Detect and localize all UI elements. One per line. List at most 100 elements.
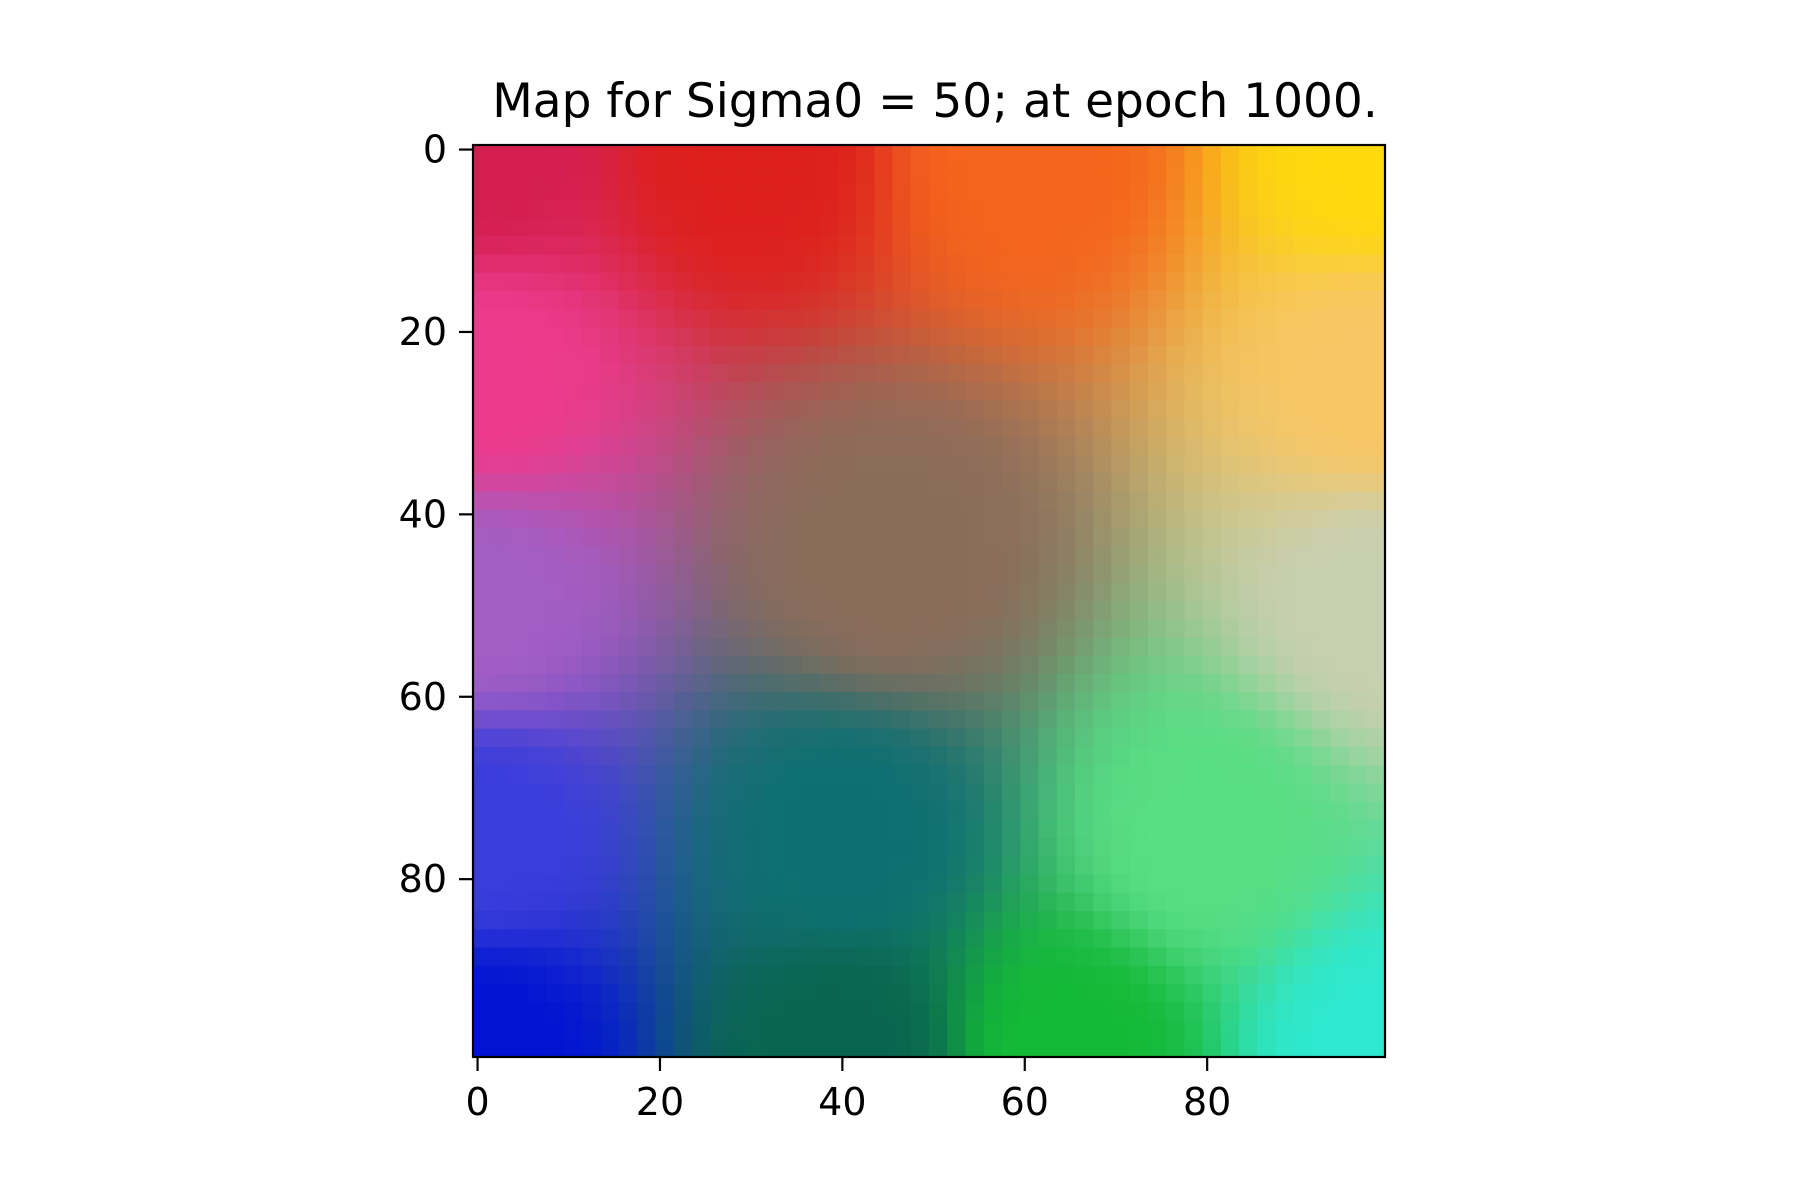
heatmap-cell xyxy=(1074,1038,1094,1058)
heatmap-cell xyxy=(837,327,857,347)
heatmap-cell xyxy=(1220,984,1240,1003)
heatmap-cell xyxy=(1257,163,1277,183)
heatmap-cell xyxy=(1220,145,1240,164)
heatmap-cell xyxy=(1129,856,1149,876)
heatmap-cell xyxy=(509,582,529,602)
heatmap-cell xyxy=(655,509,675,529)
heatmap-cell xyxy=(527,455,547,474)
heatmap-cell xyxy=(1202,473,1222,493)
heatmap-cell xyxy=(509,692,529,712)
heatmap-cell xyxy=(473,601,492,620)
heatmap-cell xyxy=(710,984,729,1003)
heatmap-cell xyxy=(837,692,857,712)
heatmap-cell xyxy=(1312,984,1331,1003)
heatmap-cell xyxy=(1293,673,1313,693)
heatmap-cell xyxy=(1257,363,1277,383)
heatmap-cell xyxy=(856,382,875,401)
heatmap-cell xyxy=(1330,619,1350,639)
heatmap-cell xyxy=(1111,1020,1131,1040)
heatmap-cell xyxy=(473,783,492,803)
heatmap-cell xyxy=(1312,509,1331,529)
heatmap-cell xyxy=(874,272,894,292)
heatmap-cell xyxy=(1184,655,1204,675)
heatmap-cell xyxy=(801,673,821,693)
heatmap-cell xyxy=(856,217,875,237)
heatmap-cell xyxy=(1348,1020,1368,1040)
heatmap-cell xyxy=(564,965,584,985)
heatmap-cell xyxy=(509,272,529,292)
heatmap-cell xyxy=(910,400,930,420)
heatmap-cell xyxy=(582,290,602,310)
heatmap-cell xyxy=(1330,436,1350,456)
heatmap-cell xyxy=(509,309,529,328)
heatmap-cell xyxy=(618,819,638,839)
heatmap-cell xyxy=(691,728,711,748)
heatmap-cell xyxy=(691,947,711,967)
heatmap-cell xyxy=(1312,746,1331,766)
heatmap-cell xyxy=(764,801,784,821)
heatmap-cell xyxy=(1111,382,1131,401)
heatmap-cell xyxy=(874,746,894,766)
heatmap-cell xyxy=(892,564,912,584)
heatmap-cell xyxy=(1074,564,1094,584)
heatmap-cell xyxy=(1239,655,1258,675)
heatmap-cell xyxy=(1038,199,1058,219)
heatmap-cell xyxy=(1038,655,1058,675)
heatmap-cell xyxy=(1129,601,1149,620)
heatmap-cell xyxy=(564,382,584,401)
heatmap-cell xyxy=(673,564,693,584)
heatmap-cell xyxy=(691,819,711,839)
heatmap-cell xyxy=(764,327,784,347)
heatmap-cell xyxy=(1147,509,1167,529)
heatmap-cell xyxy=(910,145,930,164)
heatmap-cell xyxy=(691,673,711,693)
heatmap-cell xyxy=(746,746,766,766)
heatmap-cell xyxy=(1239,1020,1258,1040)
heatmap-cell xyxy=(691,181,711,201)
heatmap-cell xyxy=(1074,619,1094,639)
heatmap-cell xyxy=(965,473,985,493)
heatmap-cell xyxy=(764,290,784,310)
heatmap-cell xyxy=(1111,345,1131,365)
heatmap-cell xyxy=(1220,345,1240,365)
heatmap-cell xyxy=(965,892,985,912)
heatmap-cell xyxy=(892,546,912,566)
heatmap-cell xyxy=(874,236,894,256)
heatmap-cell xyxy=(655,765,675,784)
heatmap-cell xyxy=(1147,874,1167,894)
heatmap-cell xyxy=(983,473,1003,493)
heatmap-cell xyxy=(892,199,912,219)
heatmap-cell xyxy=(1020,892,1040,912)
heatmap-cell xyxy=(856,728,875,748)
heatmap-cell xyxy=(1020,874,1040,894)
heatmap-cell xyxy=(618,728,638,748)
heatmap-cell xyxy=(618,309,638,328)
heatmap-cell xyxy=(1220,655,1240,675)
heatmap-cell xyxy=(1257,819,1277,839)
heatmap-cell xyxy=(710,801,729,821)
heatmap-cell xyxy=(1093,564,1112,584)
heatmap-cell xyxy=(618,746,638,766)
heatmap-cell xyxy=(1202,546,1222,566)
heatmap-cell xyxy=(819,1020,839,1040)
heatmap-cell xyxy=(819,272,839,292)
heatmap-cell xyxy=(1093,1002,1112,1022)
heatmap-cell xyxy=(728,746,748,766)
heatmap-cell xyxy=(819,637,839,657)
heatmap-cell xyxy=(983,564,1003,584)
heatmap-cell xyxy=(947,436,967,456)
heatmap-cell xyxy=(527,929,547,949)
heatmap-cell xyxy=(929,801,948,821)
heatmap-cell xyxy=(1366,236,1386,256)
heatmap-cell xyxy=(582,272,602,292)
heatmap-cell xyxy=(1366,272,1386,292)
heatmap-cell xyxy=(819,947,839,967)
heatmap-cell xyxy=(1184,528,1204,547)
heatmap-cell xyxy=(673,145,693,164)
heatmap-cell xyxy=(1293,892,1313,912)
heatmap-cell xyxy=(1056,692,1076,712)
heatmap-cell xyxy=(1056,528,1076,547)
heatmap-cell xyxy=(1147,1002,1167,1022)
heatmap-cell xyxy=(509,892,529,912)
heatmap-cell xyxy=(710,418,729,438)
